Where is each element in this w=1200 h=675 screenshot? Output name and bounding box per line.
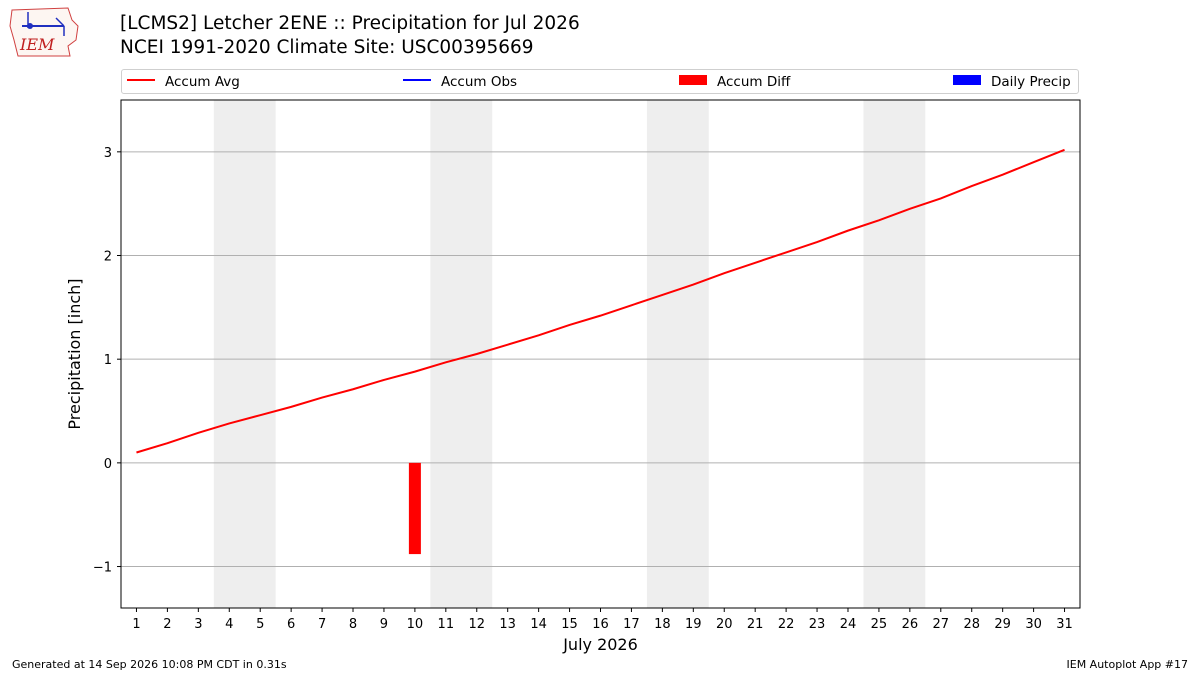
legend-label-accum-diff: Accum Diff	[717, 74, 791, 90]
x-tick-label-14: 14	[530, 617, 547, 632]
x-tick-label-15: 15	[561, 617, 578, 632]
y-tick-label-2: 1	[104, 353, 112, 368]
chart-title: [LCMS2] Letcher 2ENE :: Precipitation fo…	[120, 12, 580, 60]
x-tick-label-26: 26	[902, 617, 919, 632]
x-tick-label-16: 16	[592, 617, 609, 632]
x-tick-label-8: 8	[349, 617, 357, 632]
y-axis-label: Precipitation [inch]	[65, 278, 84, 429]
weekend-shade-3	[863, 100, 926, 608]
x-tick-label-10: 10	[407, 617, 424, 632]
weekend-shade-2	[646, 100, 709, 608]
x-tick-label-6: 6	[287, 617, 295, 632]
x-tick-label-13: 13	[499, 617, 516, 632]
title-line-2: NCEI 1991-2020 Climate Site: USC00395669	[120, 37, 534, 58]
footer-generated: Generated at 14 Sep 2026 10:08 PM CDT in…	[12, 658, 287, 671]
bar-accum-diff-10	[408, 462, 421, 555]
x-tick-label-12: 12	[468, 617, 485, 632]
weekend-shade-1	[430, 100, 493, 608]
x-tick-label-24: 24	[840, 617, 857, 632]
legend-swatch-accum-avg	[127, 79, 155, 81]
legend-item-accum-diff: Accum Diff	[679, 74, 790, 90]
x-tick-label-17: 17	[623, 617, 640, 632]
x-tick-label-2: 2	[163, 617, 171, 632]
x-tick-label-29: 29	[994, 617, 1011, 632]
x-axis-label: July 2026	[562, 635, 638, 654]
x-tick-label-22: 22	[778, 617, 795, 632]
footer-app-id: IEM Autoplot App #17	[1066, 658, 1189, 671]
x-tick-label-27: 27	[933, 617, 950, 632]
legend-item-accum-avg: Accum Avg	[127, 74, 240, 90]
title-line-1: [LCMS2] Letcher 2ENE :: Precipitation fo…	[120, 13, 580, 34]
legend-item-accum-obs: Accum Obs	[403, 74, 517, 90]
plot-frame	[120, 99, 1081, 609]
logo-text: IEM	[19, 35, 55, 54]
y-tick-label-4: 3	[104, 146, 112, 161]
x-tick-label-18: 18	[654, 617, 671, 632]
y-tick-label-1: 0	[104, 457, 112, 472]
x-tick-label-19: 19	[685, 617, 702, 632]
legend-label-accum-obs: Accum Obs	[441, 74, 518, 90]
iem-logo: IEM	[8, 6, 82, 60]
x-tick-label-20: 20	[716, 617, 733, 632]
legend-label-accum-avg: Accum Avg	[165, 74, 240, 90]
x-tick-label-9: 9	[380, 617, 388, 632]
x-tick-label-31: 31	[1056, 617, 1073, 632]
x-tick-label-25: 25	[871, 617, 888, 632]
x-tick-label-11: 11	[438, 617, 455, 632]
y-tick-label-0: −1	[93, 561, 112, 576]
y-tick-label-3: 2	[104, 250, 112, 265]
legend-swatch-accum-obs	[403, 79, 431, 81]
legend-swatch-accum-diff	[679, 75, 707, 85]
x-tick-label-1: 1	[132, 617, 140, 632]
x-tick-label-7: 7	[318, 617, 326, 632]
x-tick-label-4: 4	[225, 617, 233, 632]
x-tick-label-5: 5	[256, 617, 264, 632]
legend: Accum Avg Accum Obs Accum Diff Daily Pre…	[121, 69, 1079, 94]
x-tick-label-21: 21	[747, 617, 764, 632]
weekend-shade-0	[213, 100, 276, 608]
x-tick-label-28: 28	[963, 617, 980, 632]
legend-label-daily-precip: Daily Precip	[991, 74, 1071, 90]
legend-item-daily-precip: Daily Precip	[953, 74, 1071, 90]
x-tick-label-30: 30	[1025, 617, 1042, 632]
x-tick-label-23: 23	[809, 617, 826, 632]
legend-swatch-daily-precip	[953, 75, 981, 85]
x-tick-label-3: 3	[194, 617, 202, 632]
